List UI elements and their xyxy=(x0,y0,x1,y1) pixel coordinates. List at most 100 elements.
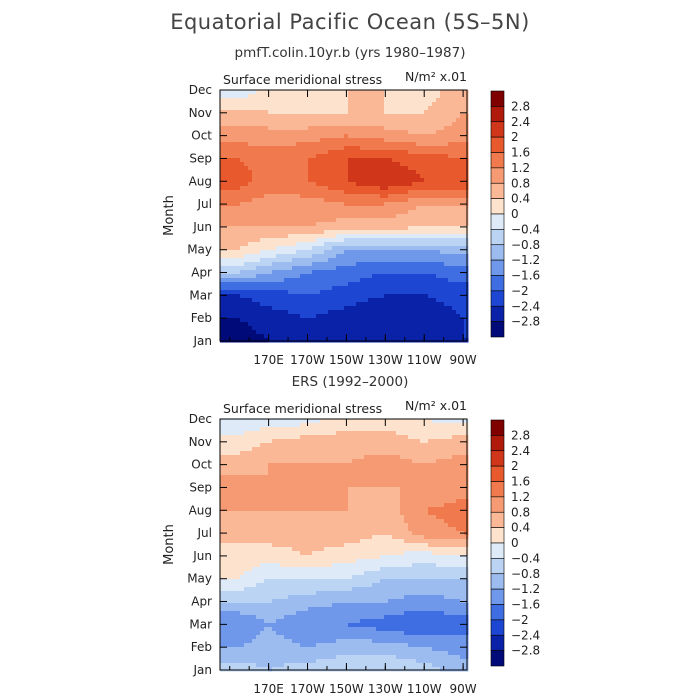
field-cell xyxy=(256,330,261,335)
field-cell xyxy=(316,270,321,275)
field-cell xyxy=(328,451,333,456)
field-cell xyxy=(304,106,309,111)
field-cell xyxy=(336,270,341,275)
field-cell xyxy=(288,206,293,211)
field-cell xyxy=(376,198,381,203)
field-cell xyxy=(352,334,357,339)
colorbar-label: 1.2 xyxy=(511,161,530,175)
field-cell xyxy=(352,471,357,476)
field-cell xyxy=(396,459,401,464)
field-cell xyxy=(336,459,341,464)
field-cell xyxy=(336,278,341,283)
field-cell xyxy=(328,186,333,191)
field-cell xyxy=(232,322,237,327)
field-cell xyxy=(328,338,333,343)
field-cell xyxy=(248,443,253,448)
field-cell xyxy=(280,102,285,107)
field-cell xyxy=(280,222,285,227)
field-cell xyxy=(340,471,345,476)
field-cell xyxy=(376,122,381,127)
field-cell xyxy=(388,326,393,331)
field-cell xyxy=(292,314,297,319)
field-cell xyxy=(324,202,329,207)
field-cell xyxy=(408,102,413,107)
field-cell xyxy=(428,266,433,271)
field-cell xyxy=(416,158,421,163)
field-cell xyxy=(348,170,353,175)
field-cell xyxy=(236,94,241,99)
field-cell xyxy=(444,222,449,227)
field-cell xyxy=(232,250,237,255)
field-cell xyxy=(264,98,269,103)
x-tick-label: 130W xyxy=(368,353,403,367)
field-cell xyxy=(376,298,381,303)
field-cell xyxy=(312,98,317,103)
field-cell xyxy=(268,334,273,339)
field-cell xyxy=(240,190,245,195)
field-cell xyxy=(244,431,249,436)
field-cell xyxy=(456,114,461,119)
field-cell xyxy=(292,435,297,440)
field-cell xyxy=(256,162,261,167)
field-cell xyxy=(248,314,253,319)
field-cell xyxy=(336,443,341,448)
field-cell xyxy=(348,443,353,448)
field-cell xyxy=(272,186,277,191)
field-cell xyxy=(432,330,437,335)
field-cell xyxy=(460,459,465,464)
field-cell xyxy=(292,427,297,432)
field-cell xyxy=(364,102,369,107)
field-cell xyxy=(448,330,453,335)
field-cell xyxy=(448,90,453,95)
field-cell xyxy=(344,479,349,484)
field-cell xyxy=(332,158,337,163)
field-cell xyxy=(408,254,413,259)
field-cell xyxy=(360,222,365,227)
field-cell xyxy=(452,266,457,271)
field-cell xyxy=(288,431,293,436)
field-cell xyxy=(264,419,269,424)
field-cell xyxy=(436,282,441,287)
field-cell xyxy=(248,118,253,123)
field-cell xyxy=(332,274,337,279)
field-cell xyxy=(340,419,345,424)
field-cell xyxy=(288,102,293,107)
field-cell xyxy=(220,178,225,183)
field-cell xyxy=(280,471,285,476)
field-cell xyxy=(396,182,401,187)
field-cell xyxy=(400,302,405,307)
field-cell xyxy=(328,226,333,231)
field-cell xyxy=(452,310,457,315)
field-cell xyxy=(332,186,337,191)
field-cell xyxy=(348,447,353,452)
field-cell xyxy=(312,138,317,143)
field-cell xyxy=(268,322,273,327)
field-cell xyxy=(444,266,449,271)
field-cell xyxy=(292,330,297,335)
field-cell xyxy=(232,451,237,456)
field-cell xyxy=(408,419,413,424)
field-cell xyxy=(460,326,465,331)
field-cell xyxy=(252,134,257,139)
field-cell xyxy=(456,150,461,155)
field-cell xyxy=(368,138,373,143)
field-cell xyxy=(232,226,237,231)
field-cell xyxy=(436,314,441,319)
field-cell xyxy=(424,282,429,287)
field-cell xyxy=(404,278,409,283)
field-cell xyxy=(316,447,321,452)
field-cell xyxy=(436,334,441,339)
field-cell xyxy=(232,447,237,452)
field-cell xyxy=(240,314,245,319)
field-cell xyxy=(252,447,257,452)
field-cell xyxy=(272,274,277,279)
field-cell xyxy=(292,282,297,287)
field-cell xyxy=(404,114,409,119)
field-cell xyxy=(228,226,233,231)
field-cell xyxy=(412,230,417,235)
field-cell xyxy=(416,230,421,235)
field-cell xyxy=(236,310,241,315)
field-cell xyxy=(344,106,349,111)
field-cell xyxy=(404,431,409,436)
field-cell xyxy=(344,198,349,203)
